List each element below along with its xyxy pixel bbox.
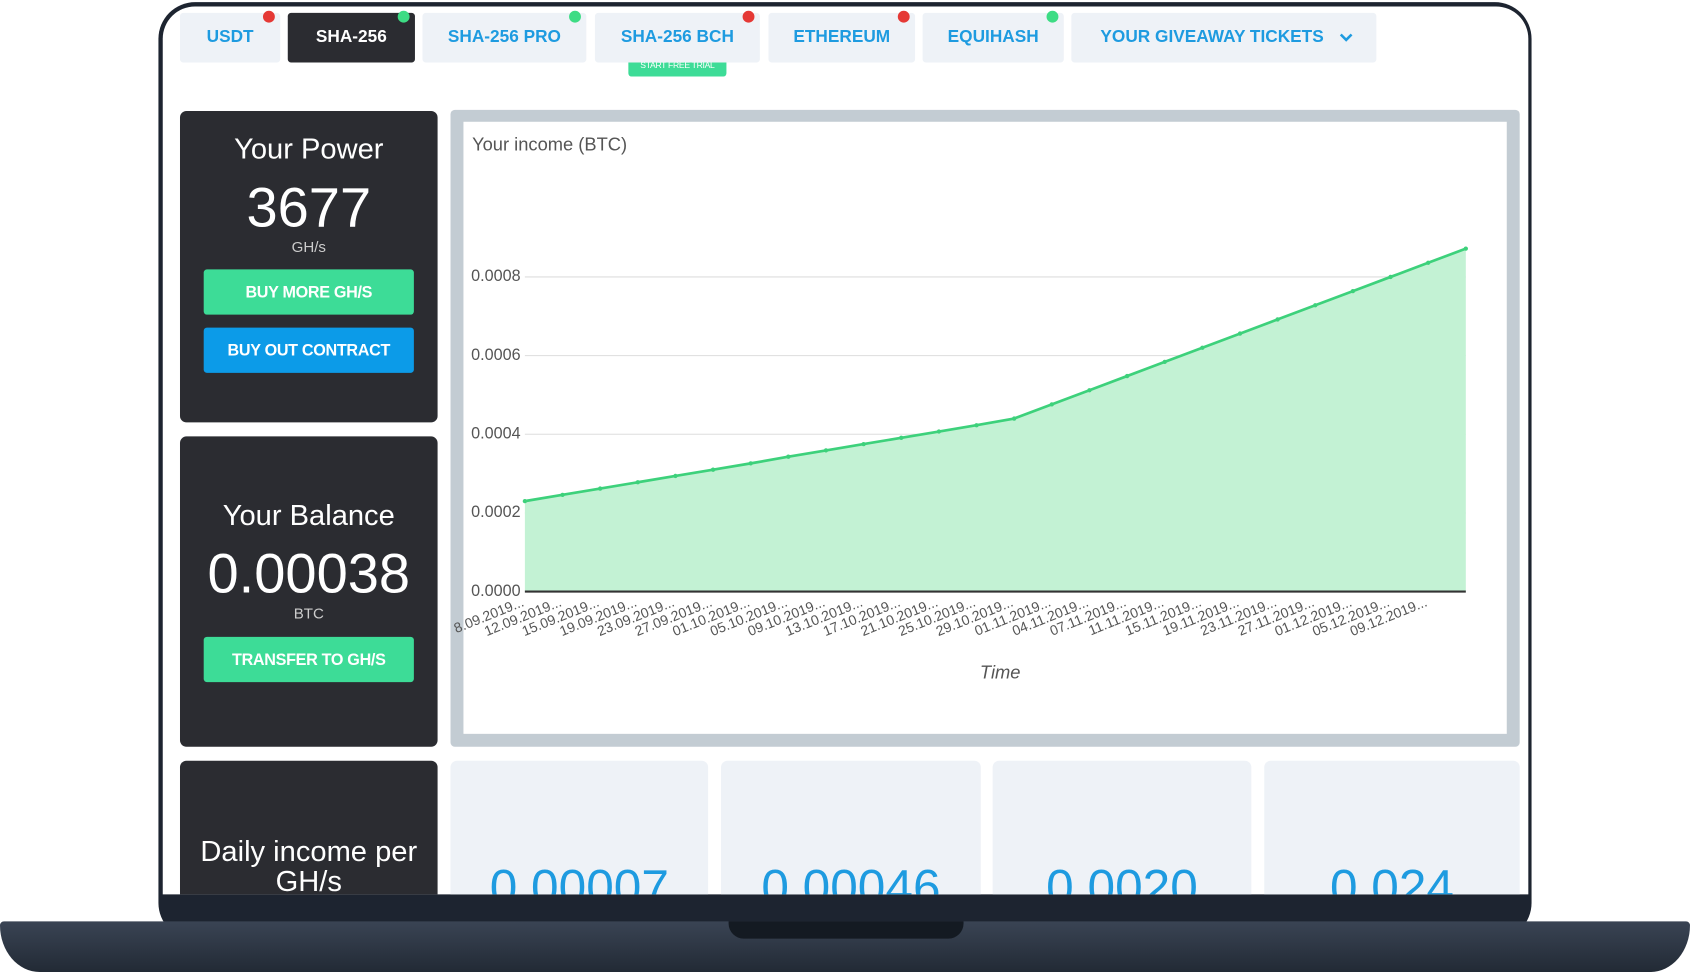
data-point (936, 429, 942, 434)
chevron-icon (1340, 33, 1353, 42)
data-point (861, 441, 866, 447)
data-point (635, 480, 640, 485)
tab[interactable]: ETHEREUM (768, 12, 916, 63)
balance-card: Your Balance 0.00038 BTC TRANSFER TO GH/… (179, 436, 438, 747)
tab[interactable]: SHA-256 (287, 12, 415, 63)
data-point (1200, 345, 1205, 350)
status-dot (742, 10, 755, 23)
status-dot (397, 10, 410, 23)
status-dot (897, 10, 910, 23)
y-tick-label: 0.0000 (471, 582, 520, 600)
laptop-notch (728, 921, 964, 939)
balance-value: 0.00038 (207, 543, 411, 606)
y-tick-label: 0.0004 (471, 425, 520, 443)
data-point (673, 473, 678, 479)
data-point (899, 435, 904, 440)
data-point (748, 461, 753, 466)
balance-unit: BTC (293, 604, 324, 622)
tab[interactable]: SHA-256 BCH (594, 12, 760, 63)
daily-title: Daily income per GH/s (200, 835, 418, 895)
x-axis-label: Time (980, 661, 1021, 682)
power-card: Your Power 3677 GH/s BUY MORE GH/S BUY O… (179, 110, 438, 423)
stat-card: 0.00046 (721, 760, 981, 895)
buy-more-button[interactable]: BUY MORE GH/S (203, 269, 414, 315)
status-dot (262, 10, 275, 23)
power-value: 3677 (246, 176, 372, 240)
chart-title: Your income (BTC) (472, 133, 627, 154)
y-tick-label: 0.0002 (471, 503, 520, 521)
data-point (522, 498, 528, 504)
income-line (524, 247, 1467, 503)
data-point (823, 448, 829, 453)
data-point (1012, 416, 1017, 421)
data-point (1350, 288, 1356, 294)
stat-card: 0.00007 (450, 760, 709, 895)
data-point (1087, 388, 1092, 393)
power-unit: GH/s (291, 238, 326, 256)
transfer-button[interactable]: TRANSFER TO GH/S (203, 636, 414, 683)
tab[interactable]: USDT (179, 12, 281, 63)
data-point (1162, 359, 1167, 365)
stat-card: 0.0020 (992, 760, 1252, 895)
data-point (1388, 274, 1393, 280)
buy-out-button[interactable]: BUY OUT CONTRACT (203, 327, 414, 373)
balance-title: Your Balance (222, 498, 395, 532)
data-point (1237, 331, 1243, 336)
tab[interactable]: SHA-256 PRO (422, 12, 587, 63)
status-dot (1046, 10, 1059, 23)
data-point (1463, 246, 1468, 251)
daily-card: Daily income per GH/s (179, 760, 438, 895)
tab[interactable]: YOUR GIVEAWAY TICKETS (1071, 12, 1377, 63)
area-fill (524, 248, 1466, 592)
data-point (1049, 402, 1054, 407)
stat-card: 0.024 (1264, 760, 1520, 895)
screen: START FREE TRIAL Your Power 3677 GH/s BU… (162, 6, 1529, 895)
data-point (560, 492, 565, 497)
chart: Your income (BTC) Time 0.0000 0.0002 0.000… (451, 121, 1507, 734)
data-point (1275, 317, 1280, 322)
status-dot (569, 10, 581, 23)
data-point (1313, 303, 1318, 308)
power-title: Your Power (234, 132, 384, 165)
tab[interactable]: EQUIHASH (922, 12, 1064, 63)
y-tick-label: 0.0006 (471, 346, 520, 364)
data-point (1426, 260, 1431, 265)
data-point (1124, 373, 1130, 379)
y-tick-label: 0.0008 (471, 267, 520, 285)
data-point (786, 454, 791, 459)
data-point (598, 486, 603, 491)
data-point (974, 423, 979, 428)
data-point (710, 467, 716, 472)
